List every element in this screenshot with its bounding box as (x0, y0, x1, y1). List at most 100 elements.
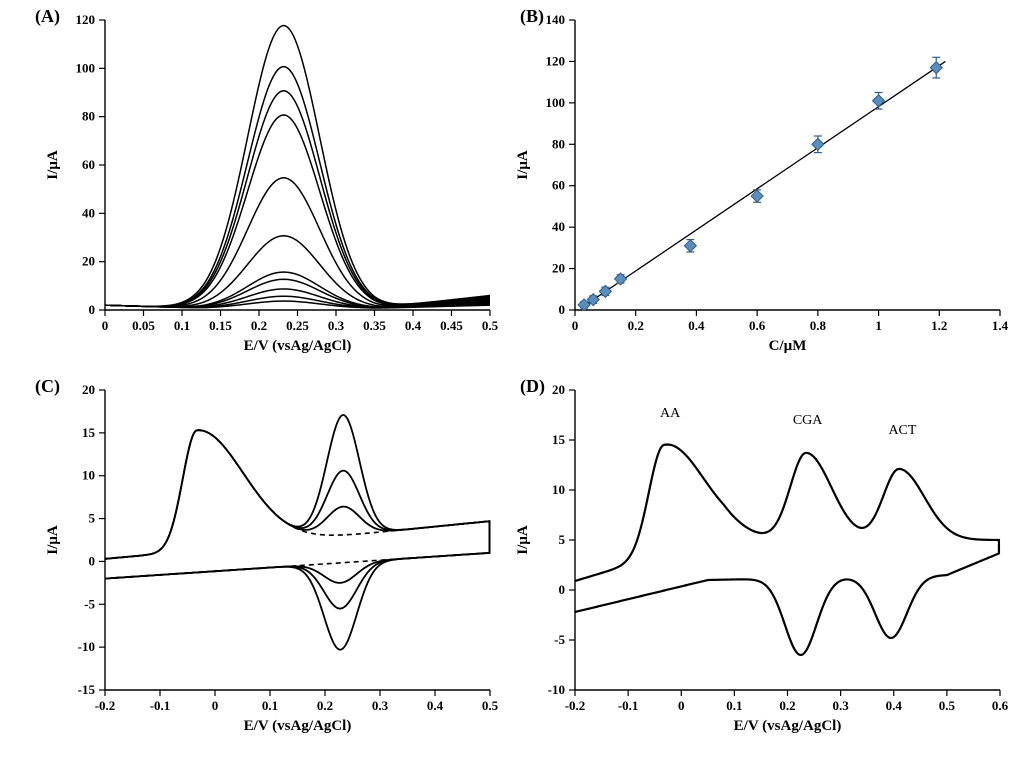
x-axis-label: C/µM (769, 338, 807, 354)
y-tick: 20 (552, 382, 565, 397)
y-axis-label: I/µA (515, 525, 531, 555)
x-tick: 0 (572, 318, 579, 333)
x-tick: 0 (102, 318, 109, 333)
x-tick: 0.2 (317, 698, 333, 713)
panel-label: (B) (520, 6, 544, 27)
panel-D: (D)-0.2-0.100.10.20.30.40.50.6-10-505101… (520, 380, 1010, 740)
y-tick: 20 (552, 261, 565, 276)
y-tick: 80 (552, 136, 565, 151)
data-point (615, 273, 627, 285)
panel-A: (A)00.050.10.150.20.250.30.350.40.450.50… (35, 10, 505, 360)
figure-grid: (A)00.050.10.150.20.250.30.350.40.450.50… (10, 10, 1017, 748)
x-tick: 0 (212, 698, 219, 713)
x-axis-label: E/V (vsAg/AgCl) (734, 718, 842, 734)
y-tick: 15 (82, 425, 96, 440)
y-tick: 60 (552, 178, 565, 193)
axes (105, 20, 490, 310)
data-point (812, 138, 824, 150)
y-axis-label: I/µA (515, 150, 531, 180)
x-tick: -0.2 (95, 698, 116, 713)
x-tick: 0.6 (992, 698, 1009, 713)
y-tick: 140 (546, 12, 566, 27)
x-tick: 0.4 (427, 698, 444, 713)
panel-svg: -0.2 -0.1 0 0.1 0.2 0.3 0.4 0.5 0.6 -10 -5 0 5 10 15 20… (520, 380, 1010, 740)
cv-solid (105, 415, 489, 650)
x-tick: 0.4 (886, 698, 903, 713)
x-tick: -0.1 (618, 698, 639, 713)
y-axis-label: I/µA (45, 150, 61, 180)
x-tick: 0.3 (833, 698, 850, 713)
panel-svg: 00.050.10.150.20.250.30.350.40.450.50204… (35, 10, 505, 360)
axes (575, 390, 1000, 690)
x-tick: 0.5 (482, 318, 499, 333)
x-tick: 0.8 (810, 318, 827, 333)
y-tick: 15 (552, 432, 566, 447)
y-tick: 40 (552, 219, 565, 234)
x-tick: 0.4 (405, 318, 422, 333)
cv-curve (575, 445, 999, 655)
y-tick: 80 (82, 109, 95, 124)
fit-line (581, 61, 945, 307)
y-tick: 120 (76, 12, 96, 27)
y-tick: 60 (82, 157, 95, 172)
y-tick: 10 (552, 482, 565, 497)
dpv-curve (105, 236, 490, 307)
y-tick: -15 (78, 682, 96, 697)
x-tick: 0.05 (132, 318, 155, 333)
x-tick: 0.15 (209, 318, 232, 333)
panel-label: (C) (35, 376, 60, 397)
y-tick: 5 (89, 511, 96, 526)
x-tick: 0.4 (688, 318, 705, 333)
cv-solid (105, 430, 489, 583)
panel-B: (B)00.20.40.60.811.21.402040608010012014… (520, 10, 1010, 360)
data-point (684, 240, 696, 252)
y-tick: 20 (82, 382, 95, 397)
peak-annotation: ACT (888, 423, 916, 438)
panel-svg: -0.2-0.100.10.20.30.40.5-15-10-505101520… (35, 380, 505, 740)
dpv-curve (105, 26, 490, 307)
peak-annotation: AA (660, 406, 681, 421)
y-tick: -10 (548, 682, 565, 697)
x-tick: 0.3 (328, 318, 345, 333)
dpv-curve (105, 178, 490, 307)
y-tick: -5 (84, 596, 95, 611)
cv-solid (105, 430, 489, 608)
axes (105, 390, 490, 690)
data-point (599, 285, 611, 297)
x-tick: 0 (678, 698, 685, 713)
panel-label: (A) (35, 6, 60, 27)
x-tick: 0.1 (262, 698, 278, 713)
x-tick: 0.2 (251, 318, 267, 333)
y-tick: 10 (82, 468, 95, 483)
x-axis-label: E/V (vsAg/AgCl) (244, 718, 352, 734)
x-tick: 0.5 (482, 698, 499, 713)
data-point (930, 62, 942, 74)
y-tick: 100 (546, 95, 566, 110)
x-tick: -0.2 (565, 698, 586, 713)
x-tick: 0.3 (372, 698, 389, 713)
y-axis-label: I/µA (45, 525, 61, 555)
x-tick: 0.5 (939, 698, 956, 713)
y-tick: 100 (76, 60, 96, 75)
x-tick: 0.45 (440, 318, 463, 333)
x-axis-label: E/V (vsAg/AgCl) (244, 338, 352, 354)
y-tick: 40 (82, 205, 95, 220)
y-tick: 120 (546, 53, 566, 68)
x-tick: 0.25 (286, 318, 309, 333)
y-tick: 0 (559, 302, 566, 317)
x-tick: 1 (875, 318, 882, 333)
x-tick: 0.35 (363, 318, 386, 333)
y-tick: -5 (554, 632, 565, 647)
dpv-curve (105, 115, 490, 306)
panel-C: (C)-0.2-0.100.10.20.30.40.5-15-10-505101… (35, 380, 505, 740)
y-tick: -10 (78, 639, 95, 654)
panel-svg: 00.20.40.60.811.21.4020406080100120140C/… (520, 10, 1010, 360)
y-tick: 0 (559, 582, 566, 597)
x-tick: 1.2 (931, 318, 947, 333)
x-tick: 0.2 (779, 698, 795, 713)
y-tick: 0 (89, 553, 96, 568)
x-tick: 1.4 (992, 318, 1009, 333)
y-tick: 5 (559, 532, 566, 547)
x-tick: 0.2 (628, 318, 644, 333)
x-tick: 0.1 (726, 698, 742, 713)
